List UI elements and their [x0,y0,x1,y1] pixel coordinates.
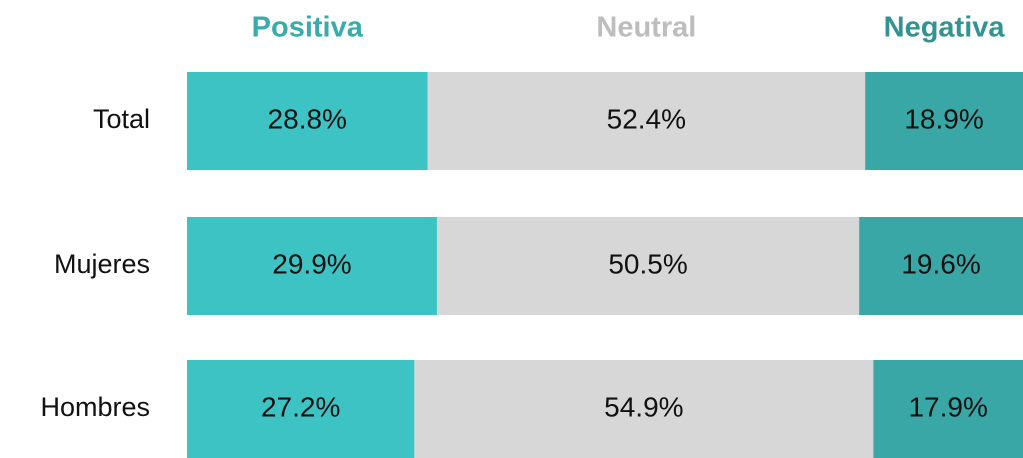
series-header: Positiva [252,12,364,44]
bar-segment [187,72,428,170]
category-label: Hombres [40,392,150,422]
bar-segment [873,360,1023,458]
value-label: 50.5% [608,248,687,279]
value-label: 29.9% [272,248,351,279]
series-header: Negativa [884,12,1006,44]
value-label: 17.9% [908,391,987,422]
value-label: 18.9% [904,103,983,134]
bar-segment [436,217,860,315]
value-label: 27.2% [261,391,340,422]
bar-segment [187,360,415,458]
bar-segment [414,360,874,458]
bar-segment [859,217,1023,315]
value-label: 28.8% [268,103,347,134]
bar-segment [865,72,1023,170]
bar-segment [187,217,437,315]
bar-segment [427,72,866,170]
category-label: Total [93,104,150,134]
category-label: Mujeres [54,249,150,279]
value-label: 19.6% [901,248,980,279]
value-label: 54.9% [604,391,683,422]
value-label: 52.4% [607,103,686,134]
series-header: Neutral [596,12,696,44]
